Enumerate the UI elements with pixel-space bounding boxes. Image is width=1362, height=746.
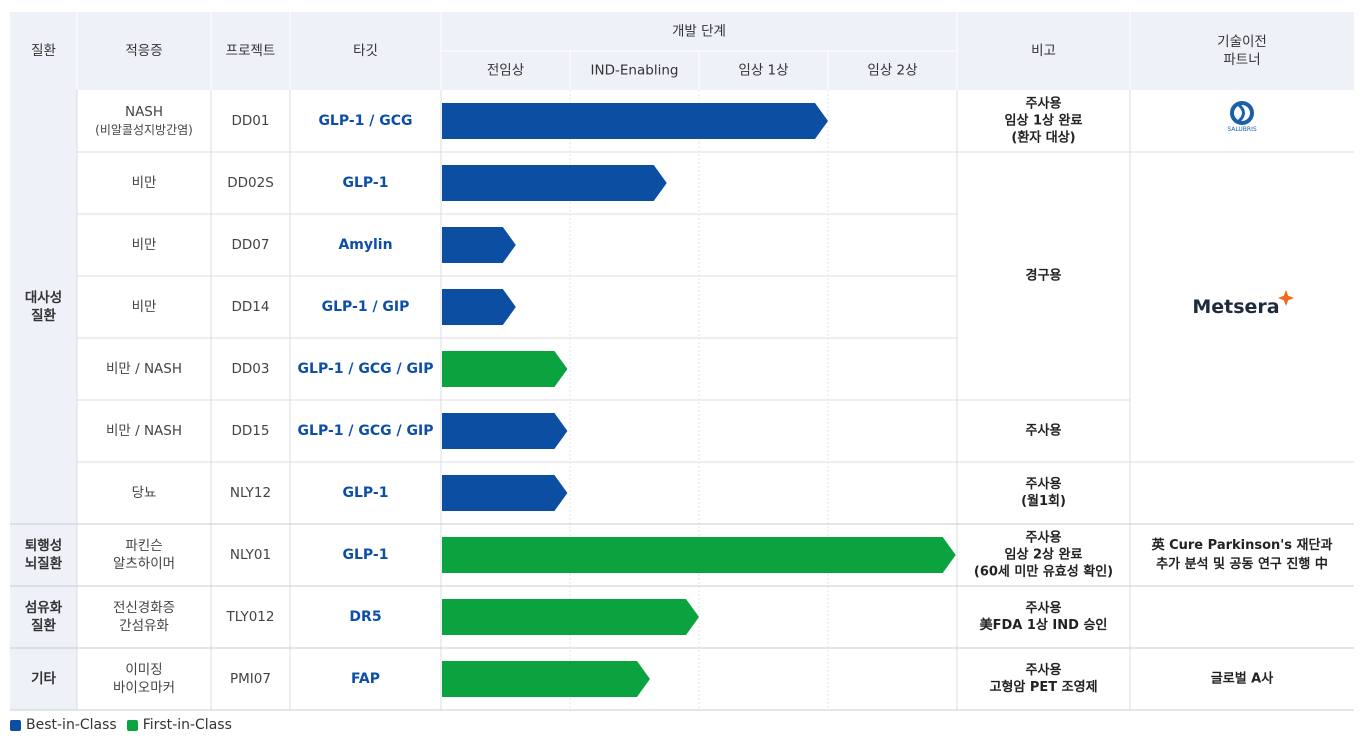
legend-label-first: First-in-Class (142, 717, 232, 733)
project-label: PMI07 (230, 671, 271, 687)
metsera-logo: Metsera (1192, 290, 1294, 318)
header-remarks: 비고 (1031, 43, 1056, 59)
disease-label: 퇴행성 (25, 538, 62, 554)
remark-text: 주사용 (1026, 600, 1062, 616)
remark-text: (환자 대상) (1011, 130, 1075, 146)
header-indication: 적응증 (125, 43, 162, 59)
target-label: GLP-1 / GIP (322, 299, 410, 315)
header-target: 타깃 (353, 43, 378, 59)
disease-label: 질환 (31, 307, 56, 324)
stage-label: 임상 2상 (867, 63, 917, 79)
target-label: GLP-1 / GCG / GIP (298, 423, 434, 439)
project-label: DD01 (232, 113, 270, 129)
remark-text: 주사용 (1026, 423, 1062, 439)
indication-label: 이미징 (125, 662, 162, 678)
progress-bar-dd15 (442, 413, 568, 449)
remark-text: 임상 1상 완료 (1005, 114, 1083, 129)
project-label: NLY01 (230, 547, 271, 563)
disease-label: 기타 (31, 671, 56, 687)
metsera-logo-text: Metsera (1192, 296, 1279, 318)
header-stage-group: 개발 단계 (672, 24, 726, 40)
indication-label: 파킨슨 (125, 538, 162, 554)
indication-label: 간섬유화 (119, 618, 169, 634)
progress-bar-dd07 (442, 227, 516, 263)
remark-text: 주사용 (1026, 530, 1062, 546)
target-label: GLP-1 (343, 175, 389, 191)
metsera-star-icon (1278, 290, 1294, 306)
legend-item-best: Best-in-Class (10, 717, 117, 733)
disease-label: 뇌질환 (25, 555, 63, 572)
progress-bar-nly01 (442, 537, 956, 573)
indication-label: 당뇨 (132, 485, 157, 501)
progress-bars (442, 103, 956, 697)
salubris-logo-text: SALUBRIS (1227, 126, 1257, 133)
project-label: DD07 (232, 237, 270, 253)
indication-label: 비만 (132, 237, 157, 253)
grid-lines (10, 12, 1354, 711)
stage-label: IND-Enabling (591, 63, 679, 79)
indication-label: 알츠하이머 (113, 556, 175, 572)
salubris-logo: SALUBRIS (1227, 101, 1257, 133)
indication-label: 바이오마커 (113, 680, 175, 696)
project-label: TLY012 (226, 609, 275, 625)
progress-bar-dd14 (442, 289, 516, 325)
indication-label: 비만 / NASH (106, 423, 182, 439)
progress-bar-pmi07 (442, 661, 650, 697)
partner-text: 추가 분석 및 공동 연구 진행 中 (1156, 556, 1328, 572)
stage-label: 전임상 (487, 63, 524, 79)
progress-bar-nly12 (442, 475, 568, 511)
progress-bar-dd02s (442, 165, 667, 201)
header-disease: 질환 (31, 43, 56, 59)
project-label: NLY12 (230, 485, 271, 501)
disease-column-bg (10, 90, 77, 710)
target-label: GLP-1 / GCG / GIP (298, 361, 434, 377)
remark-text: (60세 미만 유효성 확인) (974, 564, 1113, 580)
remark-text: 주사용 (1026, 662, 1062, 678)
disease-label: 섬유화 (25, 600, 63, 616)
header-project: 프로젝트 (226, 43, 276, 59)
legend-swatch-best (10, 719, 21, 731)
remark-text: 고형암 PET 조영제 (989, 679, 1097, 695)
target-label: FAP (351, 671, 380, 687)
indication-label: 비만 (132, 175, 157, 191)
progress-bar-dd03 (442, 351, 568, 387)
header-partner: 기술이전 (1217, 34, 1267, 50)
project-label: DD15 (232, 423, 270, 439)
indication-label: (비알콜성지방간염) (95, 123, 193, 137)
legend-label-best: Best-in-Class (26, 717, 117, 733)
indication-label: 비만 (132, 299, 157, 315)
indication-label: 전신경화증 (113, 600, 175, 616)
stage-label: 임상 1상 (738, 63, 788, 79)
legend-item-first: First-in-Class (126, 717, 232, 733)
target-label: GLP-1 / GCG (318, 113, 412, 129)
remark-text: 임상 2상 완료 (1005, 548, 1083, 563)
target-label: Amylin (338, 237, 392, 253)
remark-text: 주사용 (1026, 96, 1062, 112)
target-label: GLP-1 (343, 547, 389, 563)
remark-text: 美FDA 1상 IND 승인 (980, 617, 1108, 633)
partner-text: 英 Cure Parkinson's 재단과 (1151, 537, 1333, 553)
indication-label: 비만 / NASH (106, 361, 182, 377)
salubris-logo-swirl (1237, 103, 1245, 123)
partner-text: 글로벌 A사 (1211, 671, 1273, 687)
remark-text: 경구용 (1026, 268, 1062, 284)
target-label: GLP-1 (343, 485, 389, 501)
remark-text: 주사용 (1026, 476, 1062, 492)
legend: Best-in-Class First-in-Class (10, 717, 232, 733)
project-label: DD14 (232, 299, 270, 315)
project-label: DD02S (227, 175, 274, 191)
progress-bar-dd01 (442, 103, 828, 139)
header-partner: 파트너 (1223, 52, 1260, 68)
salubris-logo-mark (1230, 101, 1254, 125)
progress-bar-tly012 (442, 599, 699, 635)
remark-text: (월1회) (1021, 493, 1066, 509)
legend-swatch-first (126, 719, 138, 731)
indication-label: NASH (125, 104, 163, 120)
disease-label: 질환 (31, 617, 56, 634)
target-label: DR5 (349, 609, 381, 625)
project-label: DD03 (232, 361, 270, 377)
disease-label: 대사성 (25, 290, 62, 306)
